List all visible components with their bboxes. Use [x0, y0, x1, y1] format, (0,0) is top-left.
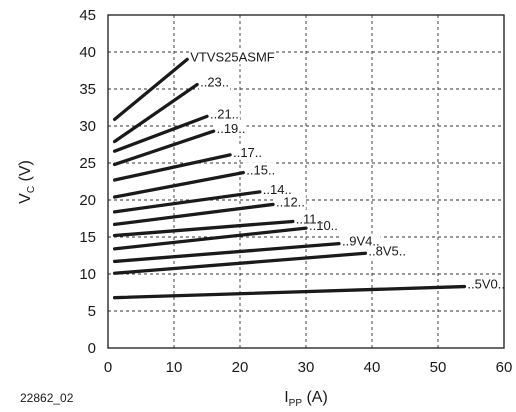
- series-line-19: [112, 129, 216, 167]
- y-tick-label-30: 30: [79, 118, 96, 135]
- series-label-backgrounds: [189, 49, 506, 292]
- series-label-9v4: ..9V4..: [342, 234, 380, 249]
- series-label-11: ..11..: [296, 211, 324, 226]
- y-tick-label-15: 15: [79, 229, 96, 246]
- series-label-vtvs25asmf: VTVS25ASMF: [190, 49, 275, 64]
- series-line-8v5: [112, 251, 368, 275]
- y-tick-label-25: 25: [79, 155, 96, 172]
- grid: [108, 15, 504, 348]
- series-line-vtvs25asmf: [112, 57, 189, 121]
- x-tick-label-60: 60: [496, 359, 513, 376]
- series-label-bg-12: [275, 194, 306, 210]
- series-label-8v5: ..8V5..: [368, 243, 406, 258]
- x-tick-label-0: 0: [104, 359, 112, 376]
- series-label-bg-5v0: [466, 276, 506, 292]
- series-label-bg-19: [215, 121, 247, 137]
- series-line-12: [112, 202, 275, 227]
- series-label-23: ..23..: [200, 75, 229, 90]
- x-tick-label-40: 40: [364, 359, 381, 376]
- y-axis-title: VC (V): [17, 160, 37, 204]
- series-line-14: [112, 190, 262, 214]
- series-label-17: ..17..: [233, 145, 262, 160]
- x-tick-label-10: 10: [166, 359, 183, 376]
- series-label-15: ..15..: [246, 163, 275, 178]
- series-line-10: [112, 226, 308, 251]
- series-line-23: [112, 82, 199, 144]
- series-line-11: [112, 219, 295, 238]
- series-label-19: ..19..: [217, 121, 246, 136]
- x-tick-label-50: 50: [430, 359, 447, 376]
- series-label-bg-11: [294, 211, 325, 227]
- series-line-21: [112, 114, 209, 153]
- y-tick-label-40: 40: [79, 44, 96, 61]
- series-line-15: [112, 170, 245, 199]
- series-line-5v0: [112, 284, 467, 300]
- x-tick-labels: 0 10 20 30 40 50 60: [104, 359, 513, 376]
- series-label-12: ..12..: [276, 194, 305, 209]
- series-line-17: [112, 153, 232, 182]
- figure-id: 22862_02: [20, 391, 74, 405]
- series-label-5v0: ..5V0..: [467, 277, 505, 292]
- x-axis-title: IPP (A): [284, 389, 328, 409]
- y-tick-label-45: 45: [79, 7, 96, 24]
- series-label-bg-23: [199, 74, 231, 90]
- x-tick-label-20: 20: [232, 359, 249, 376]
- y-tick-label-35: 35: [79, 81, 96, 98]
- series-labels: ..5V0.. ..8V5....9V4.. ..10....11.. ..12...…: [190, 49, 505, 291]
- plot-frame: [107, 14, 505, 349]
- y-tick-label-10: 10: [79, 266, 96, 283]
- series-label-bg-9v4: [341, 233, 381, 249]
- series-lines: [112, 57, 467, 300]
- series-label-21: ..21..: [210, 106, 239, 121]
- y-tick-label-20: 20: [79, 192, 96, 209]
- y-tick-label-5: 5: [88, 303, 96, 320]
- series-label-bg-21: [209, 106, 240, 122]
- series-label-bg-14: [261, 181, 293, 197]
- series-label-bg-15: [245, 162, 277, 178]
- y-tick-label-0: 0: [88, 340, 96, 357]
- series-label-10: ..10..: [309, 218, 338, 233]
- x-tick-label-30: 30: [298, 359, 315, 376]
- series-label-bg-vtvs25asmf: [189, 49, 276, 65]
- series-label-14: ..14..: [263, 182, 292, 197]
- series-label-bg-17: [232, 144, 264, 160]
- y-tick-labels: 0 5 10 15 20 25 30 35 40 45: [79, 7, 96, 357]
- series-line-9v4: [112, 242, 341, 264]
